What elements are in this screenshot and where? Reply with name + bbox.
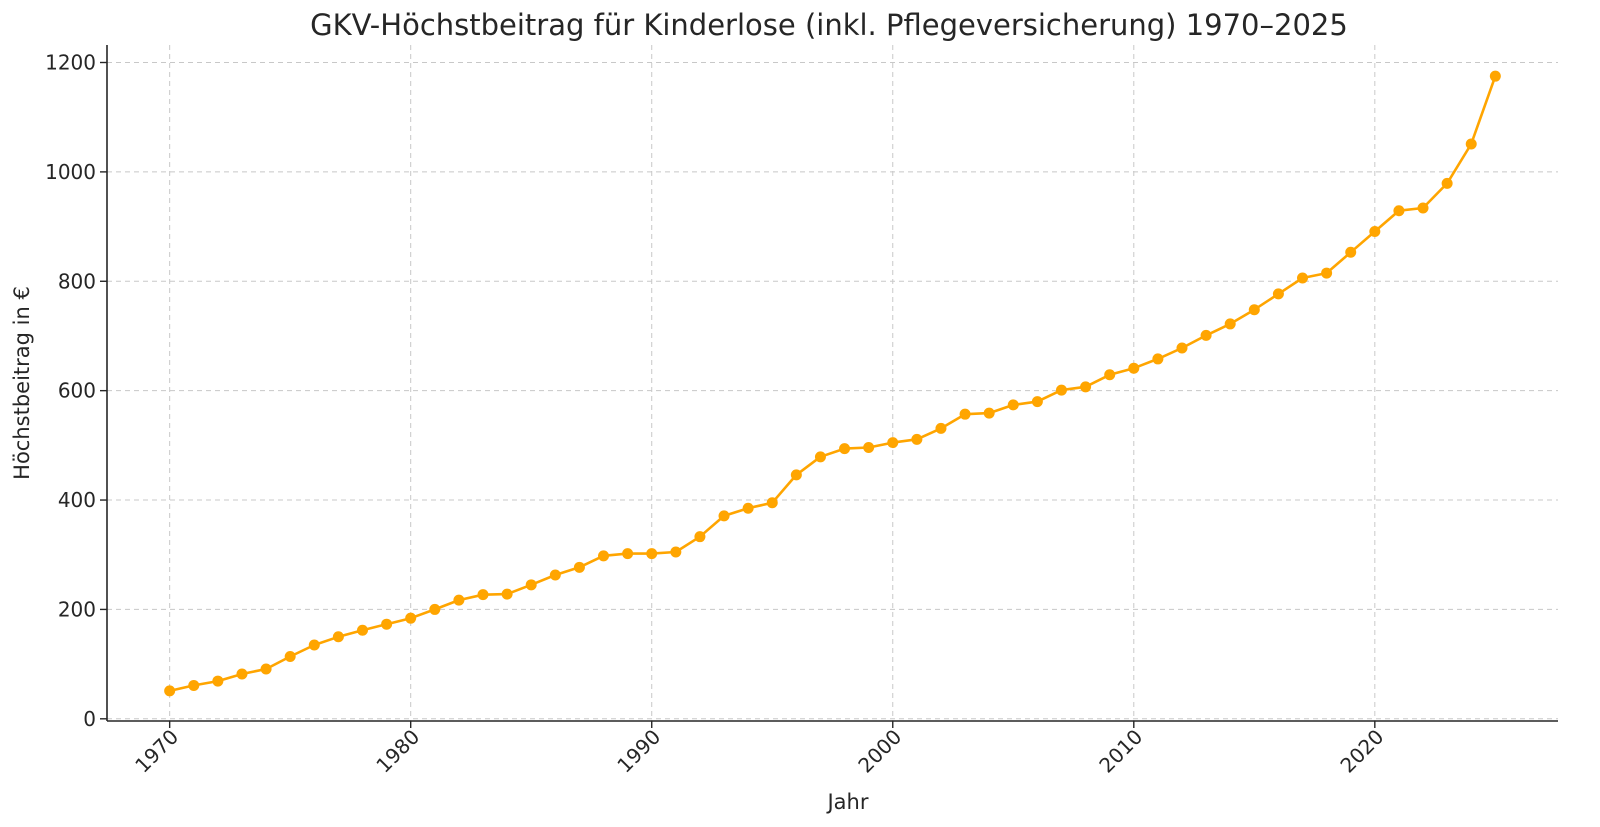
data-point — [356, 624, 368, 636]
data-point — [1489, 70, 1501, 82]
x-tick-label: 2010 — [1094, 725, 1147, 778]
data-point — [1272, 288, 1284, 300]
y-axis-label: Höchstbeitrag in € — [10, 286, 34, 480]
data-point — [1007, 399, 1019, 411]
data-point — [839, 443, 851, 455]
data-point — [622, 548, 634, 560]
x-tick-label: 1990 — [612, 725, 665, 778]
y-tick-label: 600 — [58, 379, 96, 403]
data-point — [1176, 342, 1188, 354]
data-point — [453, 594, 465, 606]
data-point — [959, 408, 971, 420]
data-point — [549, 569, 561, 581]
data-point — [887, 437, 899, 449]
data-point — [381, 618, 393, 630]
x-tick-label: 2020 — [1335, 725, 1388, 778]
y-axis-ticks: 0 200 400 600 800 1000 1200 — [45, 51, 107, 731]
data-point — [670, 546, 682, 558]
data-point — [164, 685, 176, 697]
data-point — [766, 497, 778, 509]
y-tick-label: 1000 — [45, 160, 96, 184]
data-point — [1152, 353, 1164, 365]
series-line — [169, 75, 1497, 693]
data-point — [1104, 369, 1116, 381]
data-point — [911, 433, 923, 445]
data-point — [718, 510, 730, 522]
x-tick-label: 1980 — [371, 725, 424, 778]
data-point — [1248, 304, 1260, 316]
data-point — [1297, 272, 1309, 284]
y-tick-label: 400 — [58, 488, 96, 512]
data-point — [1055, 384, 1067, 396]
data-point — [1224, 318, 1236, 330]
data-point — [236, 668, 248, 680]
data-point — [694, 531, 706, 543]
data-point — [1345, 246, 1357, 258]
data-point — [332, 631, 344, 643]
data-point — [1031, 396, 1043, 408]
data-point — [1417, 202, 1429, 214]
data-point — [573, 561, 585, 573]
data-point — [1128, 362, 1140, 374]
y-tick-label: 800 — [58, 269, 96, 293]
data-point — [188, 679, 200, 691]
chart-title: GKV-Höchstbeitrag für Kinderlose (inkl. … — [310, 8, 1348, 42]
data-point — [308, 639, 320, 651]
data-point — [983, 407, 995, 419]
data-point — [935, 422, 947, 434]
data-point — [598, 550, 610, 562]
data-point — [212, 675, 224, 687]
axes — [106, 45, 1558, 722]
data-point — [477, 589, 489, 601]
data-point — [790, 469, 802, 481]
data-point — [1393, 205, 1405, 217]
data-point — [814, 451, 826, 463]
x-tick-label: 1970 — [130, 725, 183, 778]
x-axis-label: Jahr — [825, 790, 868, 814]
data-point — [742, 502, 754, 514]
data-point — [1369, 226, 1381, 238]
data-point — [1441, 177, 1453, 189]
data-point — [1465, 138, 1477, 150]
x-axis-ticks: 1970 1980 1990 2000 2010 2020 — [130, 721, 1388, 778]
data-point — [1200, 329, 1212, 341]
data-point — [646, 548, 658, 560]
y-tick-label: 0 — [83, 707, 96, 731]
data-point — [405, 612, 417, 624]
grid-lines — [107, 45, 1558, 721]
data-point — [1321, 267, 1333, 279]
y-tick-label: 1200 — [45, 51, 96, 75]
data-point — [525, 579, 537, 591]
data-point — [429, 603, 441, 615]
data-point — [501, 588, 513, 600]
data-point — [260, 663, 272, 675]
data-point — [1080, 381, 1092, 393]
y-tick-label: 200 — [58, 597, 96, 621]
x-tick-label: 2000 — [853, 725, 906, 778]
data-point — [284, 650, 296, 662]
data-point — [863, 442, 875, 454]
plot-area — [164, 70, 1501, 697]
